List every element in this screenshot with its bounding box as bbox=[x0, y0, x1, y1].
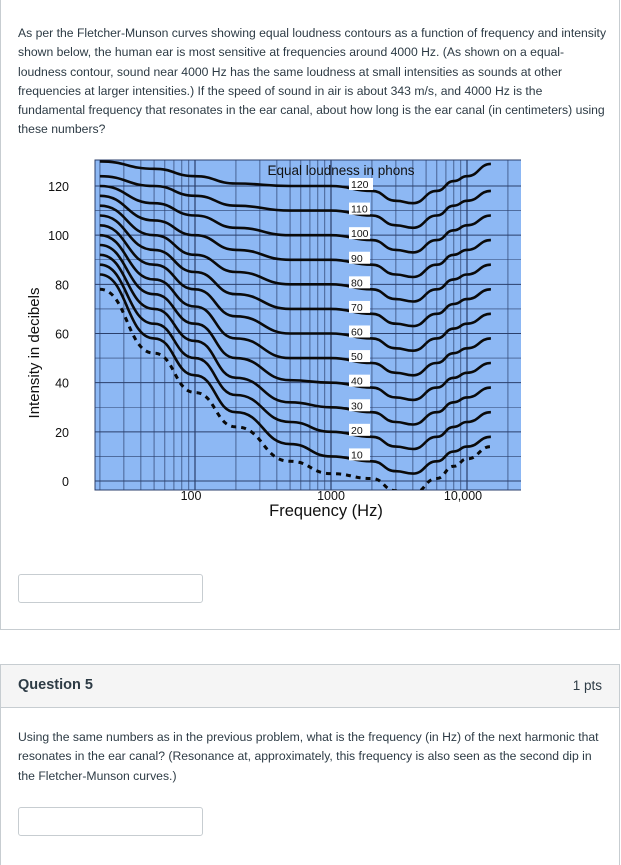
y-tick-label: 40 bbox=[55, 377, 69, 391]
phon-label-box bbox=[349, 227, 370, 240]
phon-curve-90 bbox=[99, 194, 492, 279]
phon-label-box bbox=[349, 251, 370, 264]
x-tick-label: 100 bbox=[181, 489, 202, 503]
x-tick-labels: 100 1000 10,000 bbox=[181, 489, 483, 503]
phon-label-box bbox=[349, 399, 370, 412]
y-tick-label: 60 bbox=[55, 328, 69, 342]
y-tick-label: 80 bbox=[55, 278, 69, 292]
phon-curve-40 bbox=[99, 243, 492, 402]
phon-label: 40 bbox=[351, 376, 363, 388]
phon-label: 70 bbox=[351, 302, 363, 314]
phon-label-box bbox=[349, 374, 370, 387]
y-axis-label: Intensity in decibels bbox=[26, 288, 43, 419]
phon-label: 60 bbox=[351, 327, 363, 339]
phon-label-box bbox=[349, 325, 370, 338]
phon-curve-120 bbox=[99, 160, 492, 205]
loudness-curves bbox=[99, 160, 492, 490]
x-tick-label: 1000 bbox=[317, 489, 345, 503]
phon-label: 80 bbox=[351, 277, 363, 289]
phon-curve-70 bbox=[99, 214, 492, 328]
phon-curve-110 bbox=[99, 174, 492, 230]
phon-curve-30 bbox=[99, 253, 492, 426]
question-5-points: 1 pts bbox=[572, 678, 602, 693]
question-4-card: As per the Fletcher-Munson curves showin… bbox=[0, 0, 620, 630]
phon-label: 30 bbox=[351, 400, 363, 412]
phon-label-box bbox=[349, 350, 370, 363]
y-tick-label: 120 bbox=[48, 180, 69, 194]
phon-curve-80 bbox=[99, 204, 492, 303]
phon-curve-60 bbox=[99, 224, 492, 353]
phon-label: 50 bbox=[351, 351, 363, 363]
question-5-title: Question 5 bbox=[18, 677, 93, 693]
phon-label-box bbox=[349, 300, 370, 313]
phon-label: 10 bbox=[351, 449, 363, 461]
y-tick-labels: 120 100 80 60 40 20 0 bbox=[48, 180, 69, 489]
y-tick-label: 100 bbox=[48, 229, 69, 243]
question-5-header: Question 5 1 pts bbox=[1, 665, 619, 708]
y-tick-label: 20 bbox=[55, 426, 69, 440]
equal-loudness-chart: Intensity in decibels 120 100 80 60 40 20 0 12… bbox=[26, 159, 538, 520]
y-tick-label: 0 bbox=[62, 475, 69, 489]
question-5-card: Question 5 1 pts Using the same numbers … bbox=[0, 664, 620, 865]
threshold-curve bbox=[99, 287, 492, 490]
question-4-text: As per the Fletcher-Munson curves showin… bbox=[18, 26, 607, 137]
question-4-answer-input[interactable] bbox=[18, 574, 203, 603]
phon-label: 90 bbox=[351, 253, 363, 265]
phon-label: 100 bbox=[351, 228, 369, 240]
phon-label: 20 bbox=[351, 425, 363, 437]
phon-curve-100 bbox=[99, 184, 492, 254]
phon-labels: 120 110 100 90 80 70 60 50 40 30 20 10 bbox=[349, 178, 373, 461]
phon-label: 120 bbox=[351, 179, 369, 191]
phon-label-box bbox=[349, 423, 370, 436]
phon-label-box bbox=[349, 276, 370, 289]
legend-title: Equal loudness in phons bbox=[267, 163, 414, 178]
phon-curve-50 bbox=[99, 233, 492, 377]
phon-label-box bbox=[349, 178, 373, 190]
question-5-answer-input[interactable] bbox=[18, 807, 203, 836]
phon-label: 110 bbox=[351, 204, 368, 216]
x-tick-label: 10,000 bbox=[444, 489, 482, 503]
question-5-text: Using the same numbers as in the previou… bbox=[18, 730, 599, 783]
phon-label-box bbox=[349, 202, 370, 215]
x-axis-label: Frequency (Hz) bbox=[269, 502, 383, 520]
fletcher-munson-figure: Intensity in decibels 120 100 80 60 40 20 0 12… bbox=[21, 156, 538, 528]
phon-label-box bbox=[349, 448, 370, 461]
